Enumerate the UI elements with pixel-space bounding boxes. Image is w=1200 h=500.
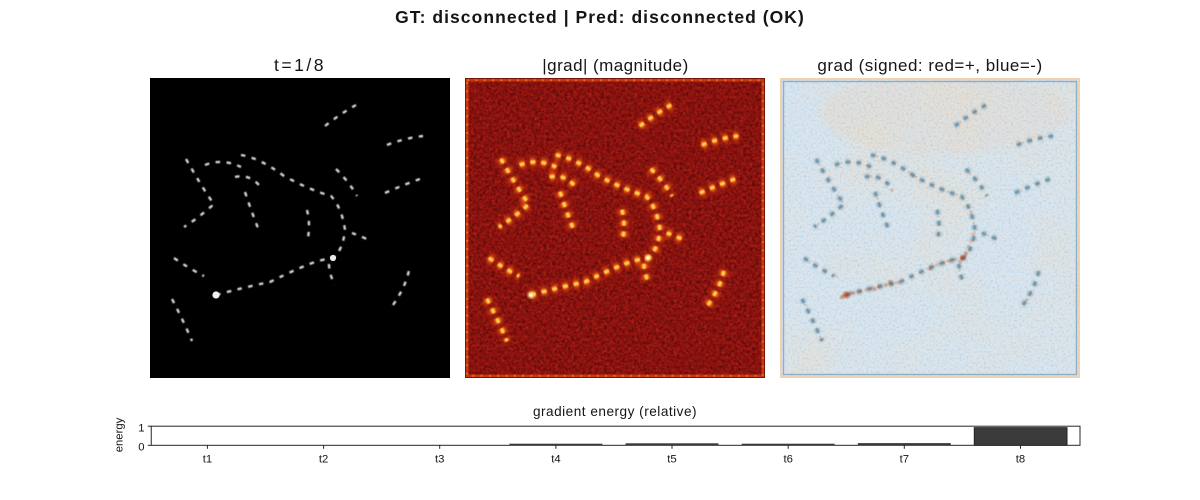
svg-text:t3: t3 — [435, 454, 444, 466]
svg-text:gradient energy (relative): gradient energy (relative) — [533, 404, 697, 419]
svg-text:t6: t6 — [783, 454, 792, 466]
svg-text:t7: t7 — [900, 454, 909, 466]
svg-text:t8: t8 — [1016, 454, 1025, 466]
svg-text:1: 1 — [138, 422, 144, 434]
svg-text:t2: t2 — [319, 454, 328, 466]
svg-text:GT: disconnected | Pred: disco: GT: disconnected | Pred: disconnected (O… — [395, 7, 805, 27]
svg-text:t4: t4 — [551, 454, 560, 466]
svg-text:t1: t1 — [203, 454, 212, 466]
svg-text:grad (signed: red=+, blue=-): grad (signed: red=+, blue=-) — [817, 56, 1042, 75]
svg-text:|grad| (magnitude): |grad| (magnitude) — [542, 56, 688, 75]
svg-text:t=1/8: t=1/8 — [274, 55, 326, 75]
svg-text:0: 0 — [138, 441, 144, 453]
svg-text:t5: t5 — [667, 454, 676, 466]
svg-text:energy: energy — [113, 417, 125, 452]
